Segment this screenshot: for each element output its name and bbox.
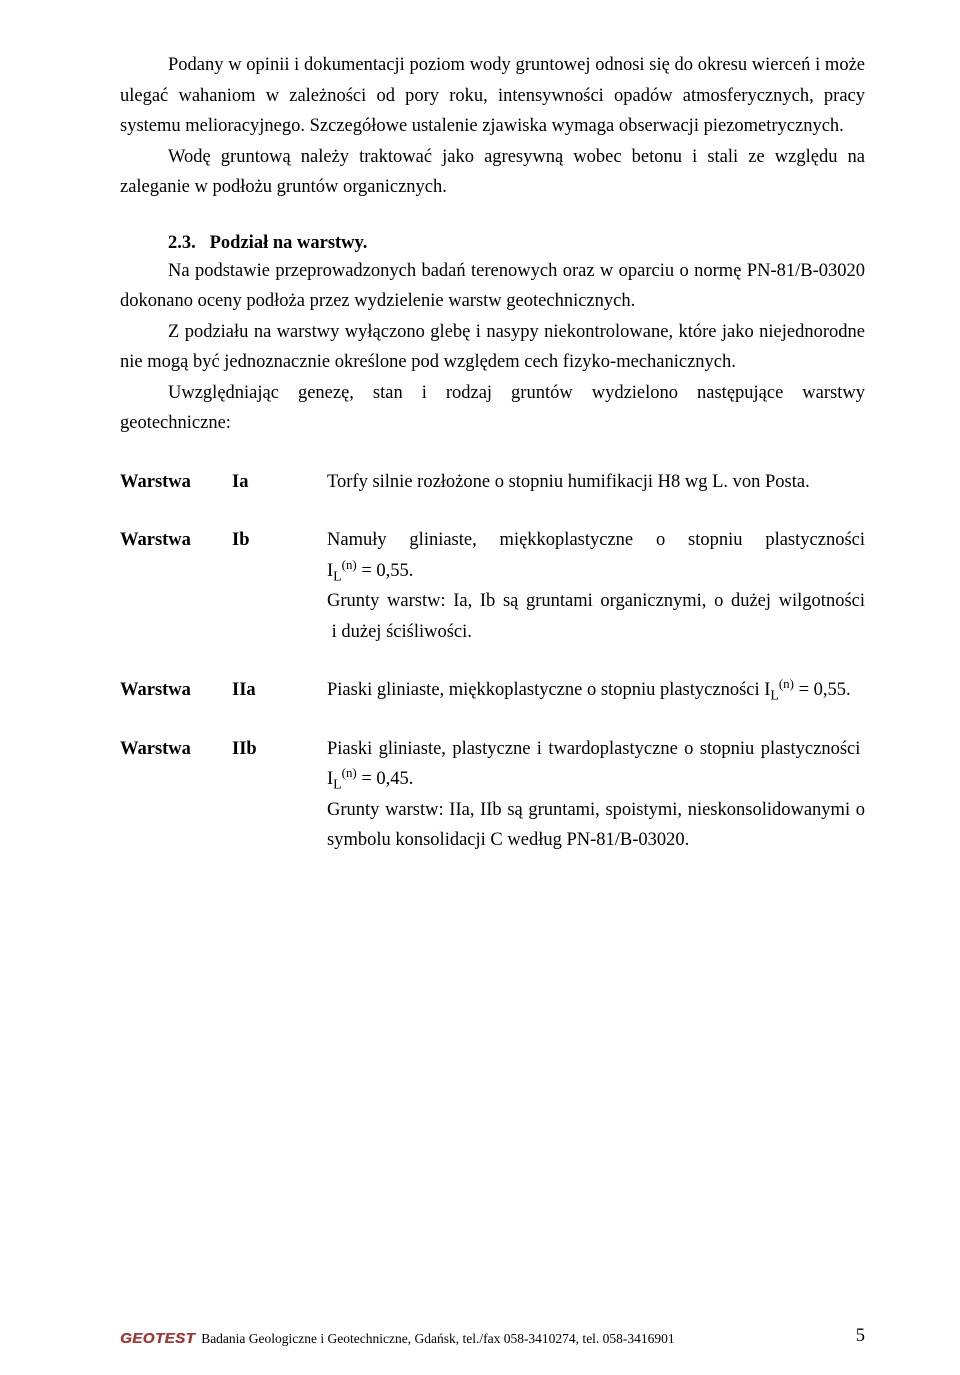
- layer-word: Warstwa: [120, 675, 232, 706]
- layer-IIa-line1a: Piaski gliniaste, miękkoplastyczne o sto…: [327, 680, 770, 700]
- layer-Ib-line1b: = 0,55.: [357, 561, 414, 581]
- superscript-n: (n): [342, 557, 357, 572]
- layer-IIb-line2: Grunty warstw: IIa, IIb są gruntami, spo…: [327, 795, 865, 856]
- layer-word: Warstwa: [120, 467, 232, 498]
- superscript-n: (n): [342, 765, 357, 780]
- layer-IIa-line1b: = 0,55.: [794, 680, 851, 700]
- subscript-L: L: [333, 569, 341, 584]
- layer-word: Warstwa: [120, 525, 232, 647]
- footer-text: Badania Geologiczne i Geotechniczne, Gda…: [201, 1331, 675, 1347]
- page-number: 5: [856, 1326, 865, 1347]
- paragraph-intro-1: Podany w opinii i dokumentacji poziom wo…: [120, 50, 865, 142]
- superscript-n: (n): [779, 676, 794, 691]
- layer-desc-Ia: Torfy silnie rozłożone o stopniu humifik…: [327, 467, 865, 498]
- section-heading: 2.3. Podział na warstwy.: [120, 233, 865, 254]
- paragraph-sec-3: Uwzględniając genezę, stan i rodzaj grun…: [120, 378, 865, 439]
- footer-logo: GEOTEST: [120, 1330, 195, 1347]
- layer-word: Warstwa: [120, 734, 232, 856]
- layer-desc-IIa: Piaski gliniaste, miękkoplastyczne o sto…: [327, 675, 865, 706]
- layer-id-IIa: IIa: [232, 675, 327, 706]
- layer-IIb-line1b: = 0,45.: [357, 769, 414, 789]
- layer-Ib-line2: Grunty warstw: Ia, Ib są gruntami organi…: [327, 586, 865, 647]
- layer-row-Ib: Warstwa Ib Namuły gliniaste, miękkoplast…: [120, 525, 865, 647]
- layer-row-IIb: Warstwa IIb Piaski gliniaste, plastyczne…: [120, 734, 865, 856]
- subscript-L: L: [333, 778, 341, 793]
- subscript-L: L: [770, 689, 778, 704]
- layer-id-IIb: IIb: [232, 734, 327, 856]
- layer-id-Ia: Ia: [232, 467, 327, 498]
- section-title: Podział na warstwy.: [210, 233, 368, 253]
- paragraph-intro-2: Wodę gruntową należy traktować jako agre…: [120, 142, 865, 203]
- layer-id-Ib: Ib: [232, 525, 327, 647]
- layer-row-IIa: Warstwa IIa Piaski gliniaste, miękkoplas…: [120, 675, 865, 706]
- paragraph-sec-2: Z podziału na warstwy wyłączono glebę i …: [120, 317, 865, 378]
- footer-left: GEOTEST Badania Geologiczne i Geotechnic…: [120, 1330, 675, 1347]
- section-number: 2.3.: [168, 233, 196, 253]
- page-footer: GEOTEST Badania Geologiczne i Geotechnic…: [120, 1326, 865, 1347]
- layer-desc-IIb: Piaski gliniaste, plastyczne i twardopla…: [327, 734, 865, 856]
- paragraph-sec-1: Na podstawie przeprowadzonych badań tere…: [120, 256, 865, 317]
- layer-desc-Ib: Namuły gliniaste, miękkoplastyczne o sto…: [327, 525, 865, 647]
- layer-row-Ia: Warstwa Ia Torfy silnie rozłożone o stop…: [120, 467, 865, 498]
